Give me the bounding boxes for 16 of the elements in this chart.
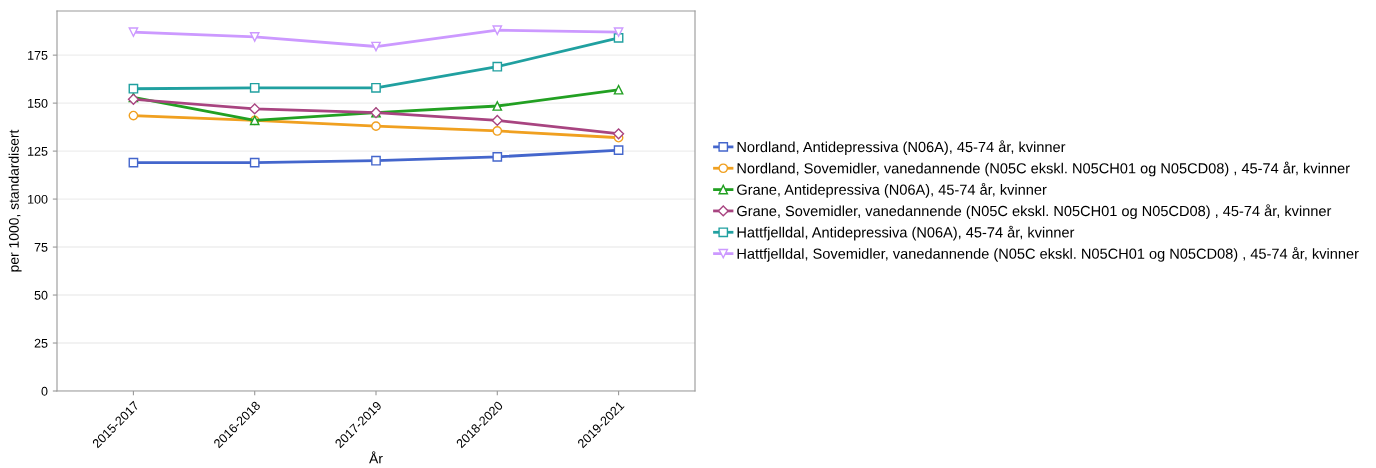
y-tick-label: 150 — [28, 98, 48, 108]
y-axis-title: per 1000, standardisert — [8, 129, 22, 272]
legend-label: Nordland, Antidepressiva (N06A), 45-74 år, kvinner — [737, 140, 1066, 156]
y-tick-label: 25 — [34, 338, 48, 348]
y-tick-label: 0 — [41, 386, 48, 396]
legend-label: Grane, Antidepressiva (N06A), 45-74 år, kvinner — [737, 182, 1047, 198]
legend-label: Grane, Sovemidler, vanedannende (N05C ekskl. N05CH01 og N05CD08) , 45-74 år, kvinner — [737, 204, 1332, 220]
y-tick-label: 125 — [28, 146, 48, 156]
legend-label: Hattfjelldal, Antidepressiva (N06A), 45-74 år, kvinner — [737, 225, 1075, 241]
legend-label: Hattfjelldal, Sovemidler, vanedannende (N05C ekskl. N05CH01 og N05CD08) , 45-74 år, kvinner — [737, 246, 1359, 262]
y-tick-label: 50 — [34, 290, 48, 300]
y-tick-label: 175 — [28, 51, 48, 60]
legend-label: Nordland, Sovemidler, vanedannende (N05C ekskl. N05CH01 og N05CD08) , 45-74 år, kvinner — [737, 161, 1350, 177]
x-axis-title: År — [369, 451, 383, 464]
y-tick-label: 100 — [28, 194, 48, 204]
y-tick-label: 75 — [34, 242, 48, 252]
